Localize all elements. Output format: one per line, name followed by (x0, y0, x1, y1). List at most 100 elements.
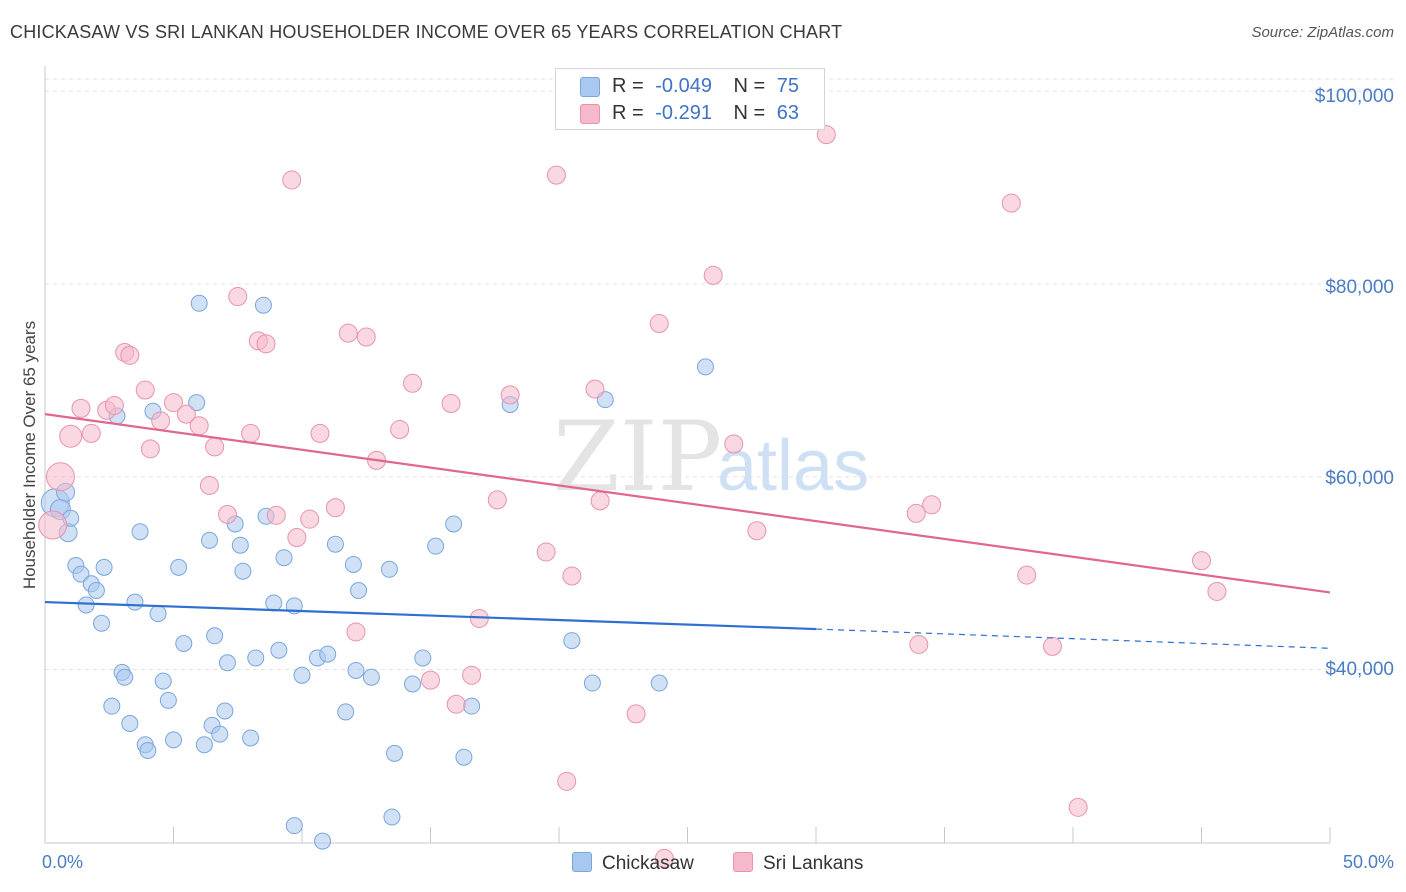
data-point (380, 560, 398, 578)
data-point (234, 562, 252, 580)
data-point (200, 531, 218, 549)
data-point (386, 744, 404, 762)
data-point (170, 558, 188, 576)
data-point (59, 424, 83, 448)
legend-r-label: R = (612, 102, 644, 124)
data-point (270, 641, 288, 659)
data-point (149, 605, 167, 623)
data-point (445, 515, 463, 533)
data-point (190, 294, 208, 312)
data-point (103, 697, 121, 715)
data-point (175, 635, 193, 653)
data-point (338, 323, 358, 343)
trend-line (44, 600, 817, 631)
data-point (747, 521, 767, 541)
data-point (217, 504, 237, 524)
data-point (140, 439, 160, 459)
data-point (164, 393, 183, 413)
legend-r-label: R = (612, 75, 644, 97)
data-point (350, 581, 368, 599)
y-axis-label: Householder Income Over 65 years (20, 320, 39, 590)
data-point (362, 668, 380, 686)
legend-r-value: -0.291 (655, 102, 712, 124)
data-point (93, 614, 111, 632)
data-point (421, 670, 440, 690)
legend-n-value: 75 (776, 75, 800, 97)
data-point (87, 581, 105, 599)
y-tick-label: $40,000 (1325, 659, 1394, 680)
data-point (487, 490, 507, 510)
data-point (231, 536, 249, 554)
data-point (151, 411, 171, 431)
axes (44, 66, 1331, 844)
legend-r-value: -0.049 (655, 75, 712, 97)
data-point (176, 404, 196, 424)
data-point (347, 661, 365, 679)
x-tick-label: 0.0% (42, 852, 84, 872)
data-point (77, 596, 95, 614)
data-point (300, 509, 320, 529)
data-point (287, 527, 307, 547)
data-point (247, 649, 265, 667)
data-point (1017, 565, 1037, 585)
data-point (126, 593, 144, 611)
y-tick-label: $80,000 (1325, 277, 1394, 298)
data-point (404, 675, 422, 693)
data-point (383, 808, 401, 826)
data-point (211, 725, 229, 743)
data-point (344, 555, 362, 573)
data-point (337, 703, 355, 721)
data-point (462, 665, 482, 685)
data-point (282, 170, 302, 190)
data-point (121, 714, 139, 732)
data-point (293, 666, 311, 684)
data-point (131, 523, 149, 541)
gridlines (45, 78, 1393, 671)
data-point (463, 697, 481, 715)
data-point (356, 327, 376, 347)
chart-title: CHICKASAW VS SRI LANKAN HOUSEHOLDER INCO… (10, 22, 843, 42)
data-point (228, 287, 248, 307)
data-point (585, 379, 605, 399)
points (38, 125, 1227, 868)
data-point (120, 345, 140, 365)
data-point (455, 748, 473, 766)
data-point (427, 537, 445, 555)
data-point (216, 702, 234, 720)
legend-swatch (733, 852, 753, 872)
data-point (265, 594, 283, 612)
data-point (165, 731, 182, 749)
data-point (654, 848, 674, 868)
legend-swatch (580, 104, 600, 124)
y-tick-label: $60,000 (1325, 468, 1394, 489)
data-point (649, 314, 669, 334)
data-point (45, 462, 75, 492)
data-point (1207, 581, 1227, 601)
data-point (71, 398, 91, 418)
data-point (206, 627, 224, 645)
watermark-zip: ZIP (553, 401, 722, 513)
data-point (319, 645, 337, 663)
data-point (696, 358, 714, 376)
data-point (909, 634, 929, 654)
data-point (218, 654, 236, 672)
data-point (414, 649, 432, 667)
data-point (116, 668, 134, 686)
data-point (326, 535, 344, 553)
trend-lines (44, 413, 1331, 649)
data-point (38, 510, 68, 540)
data-point (188, 394, 206, 412)
data-point (95, 558, 113, 576)
legend-n-label: N = (733, 102, 766, 124)
x-tick-label: 50.0% (1342, 852, 1394, 872)
data-point (390, 420, 410, 440)
data-point (195, 736, 213, 754)
legend-item-srilankans: Sri Lankans (733, 852, 863, 875)
data-point (403, 373, 423, 393)
data-point (446, 694, 466, 714)
data-point (104, 395, 124, 415)
data-point (285, 817, 303, 835)
legend-swatch (580, 77, 600, 97)
watermark-atlas: atlas (717, 426, 869, 506)
data-point (310, 423, 330, 443)
